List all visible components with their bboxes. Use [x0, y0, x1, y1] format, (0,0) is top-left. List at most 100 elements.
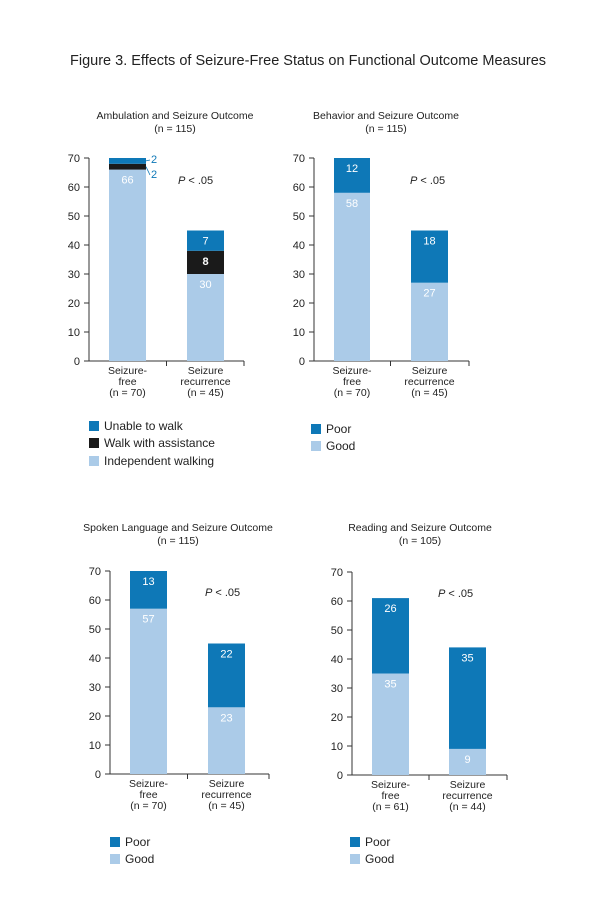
y-tick-label: 50 [89, 624, 101, 636]
bar-data-label: 58 [346, 198, 358, 210]
y-tick-label: 60 [331, 596, 343, 608]
x-tick-label: Seizure [188, 365, 224, 377]
chart-title: Behavior and Seizure Outcome (n = 115) [266, 110, 506, 136]
y-tick-label: 0 [337, 770, 343, 782]
significance-annotation: P < .05 [410, 175, 445, 187]
bar-segment [372, 598, 409, 674]
y-tick-label: 70 [89, 566, 101, 578]
chart-legend: Poor Good [110, 833, 154, 868]
bar-data-label: 66 [121, 175, 133, 187]
x-tick-label: recurrence [180, 376, 230, 388]
legend-swatch [110, 854, 120, 865]
x-tick-label: recurrence [201, 789, 251, 801]
y-tick-label: 50 [331, 625, 343, 637]
x-tick-label: recurrence [442, 790, 492, 802]
x-tick-label: Seizure- [332, 365, 372, 377]
y-tick-label: 60 [89, 595, 101, 607]
x-tick-label: Seizure [450, 779, 486, 791]
significance-annotation: P < .05 [438, 588, 473, 600]
bar-segment [109, 163, 146, 170]
legend-swatch [89, 420, 99, 431]
y-tick-label: 10 [293, 327, 305, 339]
legend-item: Poor [110, 833, 154, 851]
bar-segment [130, 571, 167, 609]
y-tick-label: 20 [293, 298, 305, 310]
y-tick-label: 30 [331, 683, 343, 695]
legend-swatch [311, 423, 321, 434]
legend-label: Good [125, 852, 155, 867]
bar-segment [449, 748, 486, 775]
x-tick-label: (n = 45) [411, 387, 447, 399]
leader-line [145, 159, 151, 162]
bar-segment [411, 230, 448, 283]
chart-subtitle: (n = 115) [365, 123, 407, 135]
y-tick-label: 60 [293, 182, 305, 194]
legend-swatch [89, 455, 99, 466]
x-tick-label: Seizure [209, 778, 245, 790]
bar-segment [109, 169, 146, 361]
chart-title-text: Behavior and Seizure Outcome [313, 110, 459, 122]
legend-label: Poor [365, 834, 391, 849]
bar-data-label: 35 [384, 679, 396, 691]
bar-segment [130, 608, 167, 774]
bar-segment [372, 673, 409, 775]
y-tick-label: 40 [68, 240, 80, 252]
x-tick-label: (n = 70) [334, 387, 370, 399]
y-tick-label: 70 [68, 153, 80, 165]
bar-data-label: 8 [202, 256, 208, 268]
x-tick-label: Seizure- [129, 778, 169, 790]
y-tick-label: 40 [331, 654, 343, 666]
bar-segment [334, 192, 370, 361]
bar-data-label: 2 [151, 169, 157, 181]
legend-label: Walk with assistance [104, 436, 215, 451]
chart-title-text: Spoken Language and Seizure Outcome [83, 522, 273, 534]
significance-annotation: P < .05 [205, 587, 240, 599]
bar-segment [334, 158, 370, 193]
bar-segment [208, 643, 245, 708]
significance-annotation: P < .05 [178, 175, 213, 187]
chart-legend: Poor Good [350, 833, 394, 868]
bar-segment [109, 158, 146, 164]
chart-legend: Poor Good [311, 420, 355, 455]
legend-label: Poor [125, 834, 151, 849]
bar-segment [208, 707, 245, 774]
x-tick-label: Seizure [412, 365, 448, 377]
x-tick-label: (n = 70) [109, 387, 145, 399]
bar-data-label: 35 [461, 652, 473, 664]
legend-swatch [110, 836, 120, 847]
y-tick-label: 20 [89, 711, 101, 723]
y-tick-label: 0 [74, 356, 80, 368]
bar-data-label: 22 [220, 649, 232, 661]
chart-subtitle: (n = 115) [157, 535, 199, 547]
y-tick-label: 70 [293, 153, 305, 165]
legend-label: Unable to walk [104, 418, 183, 433]
leader-line [145, 166, 151, 176]
chart-subtitle: (n = 105) [398, 535, 442, 547]
bar-data-label: 2 [151, 154, 157, 166]
x-tick-label: (n = 45) [208, 800, 244, 812]
x-tick-label: free [118, 376, 136, 388]
chart-title: Reading and Seizure Outcome (n = 105) [300, 522, 540, 548]
y-tick-label: 20 [331, 712, 343, 724]
chart-title-text: Reading and Seizure Outcome [348, 522, 492, 534]
bar-data-label: 13 [142, 576, 154, 588]
bar-segment [449, 647, 486, 749]
chart-title: Spoken Language and Seizure Outcome (n = … [58, 522, 298, 548]
legend-label: Good [365, 852, 395, 867]
chart-title-text: Ambulation and Seizure Outcome [96, 110, 254, 122]
bar-data-label: 30 [199, 279, 211, 291]
legend-item: Walk with assistance [89, 435, 215, 453]
y-tick-label: 30 [89, 682, 101, 694]
bar-segment [411, 282, 448, 361]
legend-item: Good [311, 438, 355, 456]
chart-title: Ambulation and Seizure Outcome (n = 115) [55, 110, 295, 136]
bar-data-label: 26 [384, 603, 396, 615]
legend-swatch [89, 438, 99, 449]
bar-segment [187, 250, 224, 274]
y-tick-label: 30 [293, 269, 305, 281]
legend-item: Good [350, 851, 394, 869]
chart-subtitle: (n = 115) [154, 123, 196, 135]
